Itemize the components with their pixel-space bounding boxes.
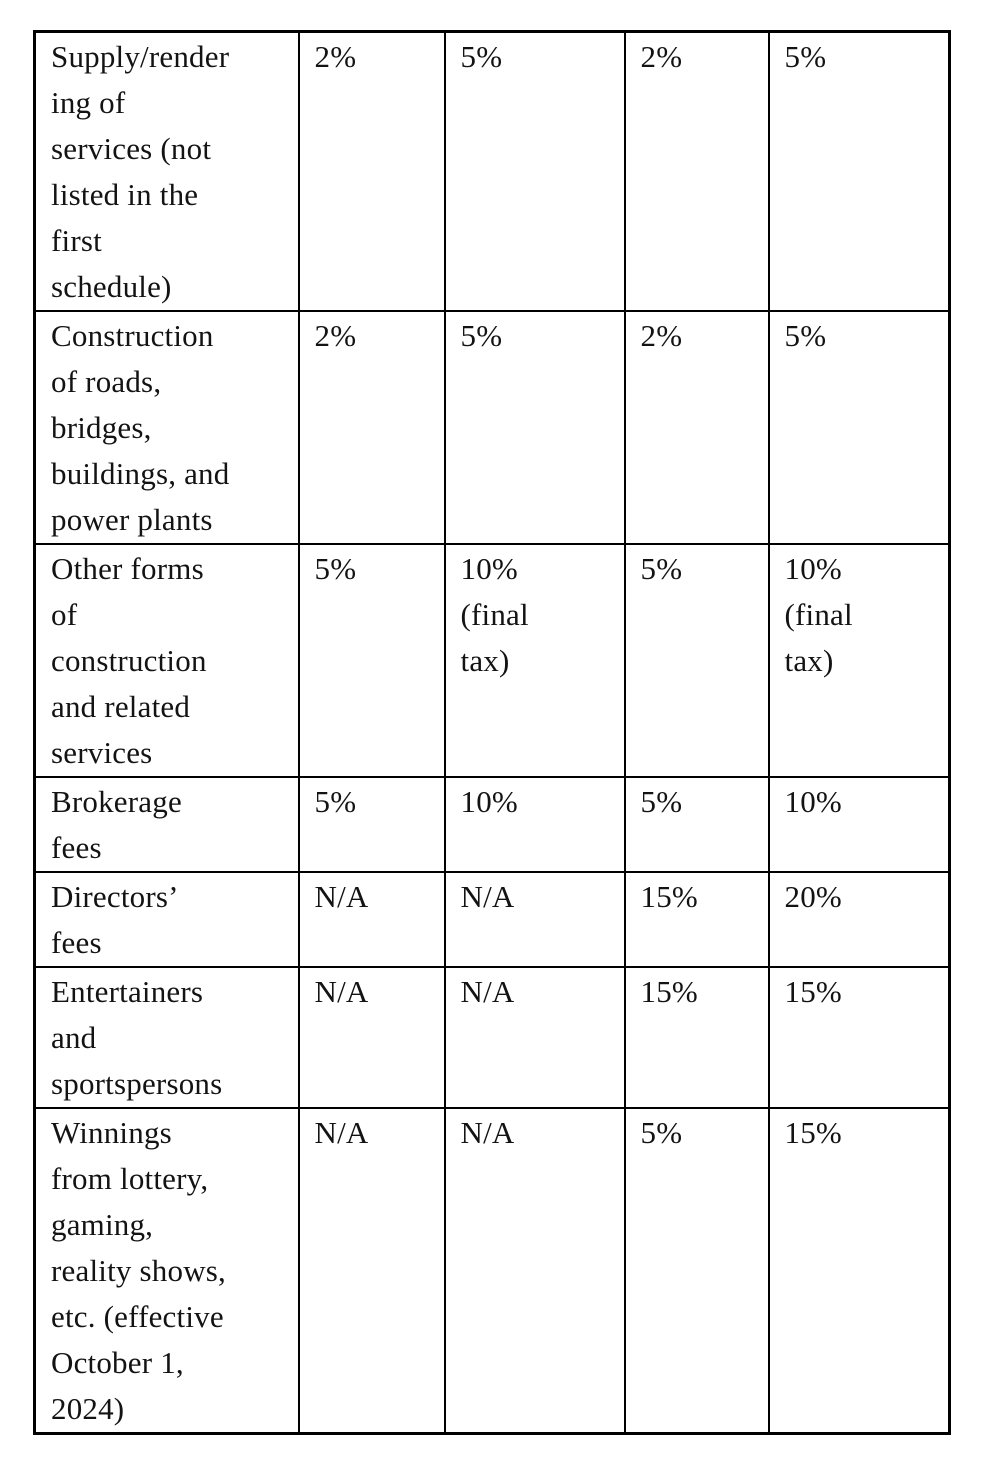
rate-cell: 5%: [623, 776, 770, 873]
rate-cell: 5%: [443, 30, 626, 312]
rate-cell: 5%: [767, 310, 951, 545]
rate-cell: 15%: [623, 871, 770, 968]
rate-cell: 15%: [623, 966, 770, 1109]
row-label-cell: Entertainers and sportspersons: [33, 966, 300, 1109]
row-label-cell: Construction of roads, bridges, building…: [33, 310, 300, 545]
rate-cell: 5%: [443, 310, 626, 545]
row-label-cell: Other forms of construction and related …: [33, 543, 300, 778]
rate-cell: 15%: [767, 966, 951, 1109]
rate-cell: 5%: [623, 1107, 770, 1435]
rate-cell: N/A: [443, 871, 626, 968]
rate-cell: 5%: [297, 776, 446, 873]
table-row: Supply/render ing of services (not liste…: [33, 30, 951, 312]
rate-cell: 5%: [623, 543, 770, 778]
rate-cell: 2%: [297, 310, 446, 545]
row-label-cell: Supply/render ing of services (not liste…: [33, 30, 300, 312]
rate-cell: N/A: [443, 1107, 626, 1435]
row-label-cell: Winnings from lottery, gaming, reality s…: [33, 1107, 300, 1435]
row-label-cell: Brokerage fees: [33, 776, 300, 873]
rate-cell: 10% (final tax): [767, 543, 951, 778]
rate-cell: 5%: [767, 30, 951, 312]
rate-cell: 10% (final tax): [443, 543, 626, 778]
table-row: Entertainers and sportspersons N/A N/A 1…: [33, 966, 951, 1109]
withholding-rates-table: Supply/render ing of services (not liste…: [33, 30, 951, 1435]
rate-cell: 15%: [767, 1107, 951, 1435]
rate-cell: 10%: [767, 776, 951, 873]
table-row: Construction of roads, bridges, building…: [33, 310, 951, 545]
row-label-cell: Directors’ fees: [33, 871, 300, 968]
rate-cell: 5%: [297, 543, 446, 778]
rate-cell: 2%: [623, 310, 770, 545]
table-row: Brokerage fees 5% 10% 5% 10%: [33, 776, 951, 873]
rate-cell: 10%: [443, 776, 626, 873]
rate-cell: N/A: [443, 966, 626, 1109]
rate-cell: 2%: [623, 30, 770, 312]
rate-cell: 2%: [297, 30, 446, 312]
rate-cell: N/A: [297, 871, 446, 968]
rate-cell: N/A: [297, 966, 446, 1109]
rate-cell: 20%: [767, 871, 951, 968]
table-row: Winnings from lottery, gaming, reality s…: [33, 1107, 951, 1435]
table-row: Directors’ fees N/A N/A 15% 20%: [33, 871, 951, 968]
rate-cell: N/A: [297, 1107, 446, 1435]
table-row: Other forms of construction and related …: [33, 543, 951, 778]
